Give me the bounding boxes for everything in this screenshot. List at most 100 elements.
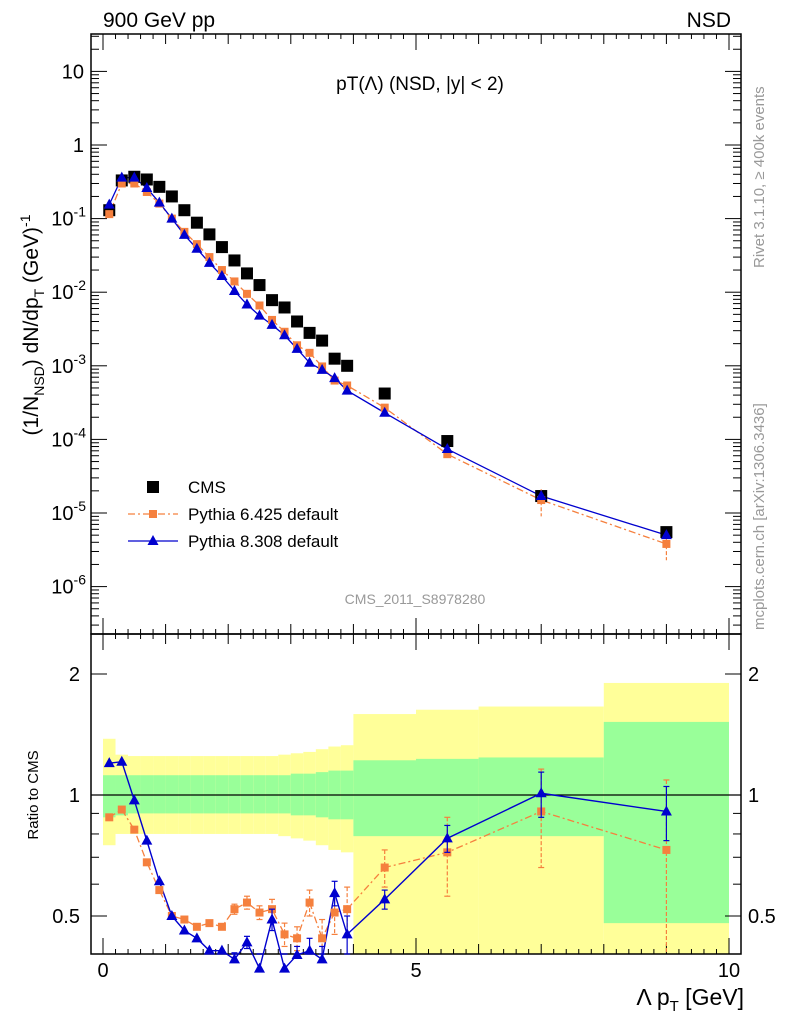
ratio-pythia8-point bbox=[166, 910, 178, 920]
pythia8-point bbox=[291, 342, 303, 353]
x-tick-label: 0 bbox=[97, 960, 108, 982]
ratio-pythia6-point bbox=[242, 898, 251, 907]
ratio-y-tick-label-left: 2 bbox=[69, 664, 80, 686]
header-left: 900 GeV pp bbox=[103, 9, 215, 32]
ratio-pythia8-point bbox=[535, 787, 547, 798]
pythia6-point bbox=[255, 301, 264, 310]
ratio-pythia6-line bbox=[108, 808, 667, 941]
ratio-y-tick-label-right: 0.5 bbox=[748, 906, 776, 928]
ratio-pythia8-point bbox=[441, 832, 453, 843]
x-axis-label: Λ pT [GeV] bbox=[636, 984, 744, 1015]
ratio-band-inner bbox=[140, 775, 154, 814]
cms-point bbox=[328, 352, 341, 365]
ratio-pythia6-point bbox=[305, 898, 314, 907]
ratio-y-tick-label-left: 1 bbox=[69, 785, 80, 807]
ratio-pythia6-point bbox=[318, 934, 327, 943]
ratio-pythia8-point bbox=[103, 757, 115, 768]
cms-point bbox=[165, 190, 178, 203]
ratio-y-tick-label-left: 0.5 bbox=[52, 906, 80, 928]
ratio-pythia8-point bbox=[178, 924, 190, 935]
legend: CMS Pythia 6.425 default Pythia 8.308 defa… bbox=[128, 478, 339, 551]
ratio-pythia6-point bbox=[117, 805, 126, 814]
cms-point bbox=[228, 254, 241, 267]
header-right: NSD bbox=[687, 9, 731, 32]
ratio-band-inner bbox=[103, 775, 116, 818]
pythia6-point bbox=[230, 277, 239, 286]
ratio-band-inner bbox=[178, 775, 191, 814]
pythia8-point bbox=[153, 196, 165, 207]
x-tick-label: 5 bbox=[410, 960, 421, 982]
ratio-pythia6-point bbox=[205, 919, 214, 928]
ratio-band-inner bbox=[190, 775, 204, 814]
pythia8-point bbox=[141, 182, 153, 193]
main-y-tick-label: 10-3 bbox=[51, 351, 86, 378]
pythia8-point bbox=[128, 171, 140, 182]
pythia8-point bbox=[228, 284, 240, 295]
ratio-band-inner bbox=[128, 775, 141, 814]
pythia6-point bbox=[537, 496, 546, 505]
ratio-pythia8-point bbox=[266, 913, 278, 924]
ratio-pythia8-point bbox=[316, 953, 328, 964]
ratio-pythia6-point bbox=[255, 908, 264, 917]
ratio-pythia6-point bbox=[155, 886, 164, 895]
pythia8-point bbox=[279, 329, 291, 340]
ratio-y-tick-label-right: 1 bbox=[748, 785, 759, 807]
ratio-pythia8-point bbox=[203, 944, 215, 955]
ratio-band-inner bbox=[265, 775, 279, 814]
main-y-tick-label: 10-5 bbox=[51, 498, 86, 525]
ratio-pythia6-point bbox=[330, 908, 339, 917]
ratio-panel: 0 5 10 0.5 0.5 1 1 2 2 Ratio to CMS Λ pT [GeV] bbox=[25, 633, 776, 1015]
ratio-pythia8-point bbox=[228, 953, 240, 964]
ratio-band-inner bbox=[203, 775, 216, 814]
pythia8-point bbox=[166, 212, 178, 223]
pythia8-point bbox=[379, 406, 391, 417]
pythia6-point bbox=[662, 539, 671, 548]
ratio-pythia6-point bbox=[180, 915, 189, 924]
main-axes: 10-6 10-5 10-4 10-3 10-2 10-1 1 10 bbox=[51, 33, 742, 635]
cms-point bbox=[240, 267, 253, 280]
cms-point bbox=[278, 301, 291, 314]
ratio-band-inner bbox=[353, 760, 416, 837]
main-title: pT(Λ) (NSD, |y| < 2) bbox=[336, 74, 504, 95]
ratio-pythia8-point bbox=[379, 893, 391, 904]
cms-point bbox=[441, 435, 454, 448]
ratio-band-inner bbox=[153, 775, 166, 814]
cms-point bbox=[140, 173, 153, 186]
pythia8-point bbox=[316, 363, 328, 374]
ratio-pythia6-point bbox=[380, 863, 389, 872]
legend-pythia8-marker bbox=[147, 535, 159, 545]
pythia8-point bbox=[241, 298, 253, 309]
cms-point bbox=[316, 334, 329, 347]
ratio-band-inner bbox=[228, 775, 241, 814]
main-y-tick-label: 10 bbox=[62, 61, 84, 83]
ratio-series-layer bbox=[103, 755, 672, 973]
pythia8-point bbox=[116, 171, 128, 182]
pythia8-point bbox=[304, 356, 316, 367]
main-y-tick-label: 10-6 bbox=[51, 572, 86, 599]
cms-point bbox=[253, 279, 266, 292]
ratio-pythia8-point bbox=[141, 834, 153, 845]
legend-label: CMS bbox=[188, 478, 226, 497]
ratio-pythia6-point bbox=[105, 813, 114, 822]
pythia6-line bbox=[108, 182, 667, 545]
ratio-band-inner bbox=[240, 775, 254, 814]
pythia6-point bbox=[130, 179, 139, 188]
cms-point bbox=[291, 315, 304, 328]
ratio-pythia6-point bbox=[130, 825, 139, 834]
pythia6-point bbox=[242, 289, 251, 298]
ratio-pythia8-point bbox=[116, 755, 128, 766]
ratio-band-inner bbox=[416, 758, 479, 837]
ratio-pythia8-line bbox=[109, 760, 667, 971]
legend-label: Pythia 6.425 default bbox=[188, 505, 339, 524]
pythia8-point bbox=[341, 384, 353, 395]
ratio-pythia8-point bbox=[153, 875, 165, 886]
ratio-pythia6-point bbox=[230, 905, 239, 914]
main-title-text: pT(Λ) (NSD, |y| < 2) bbox=[336, 74, 504, 95]
pythia8-point bbox=[660, 529, 672, 540]
ratio-pythia8-point bbox=[254, 962, 265, 973]
pythia8-point bbox=[191, 242, 203, 253]
ratio-bands bbox=[103, 682, 729, 954]
ratio-pythia8-point bbox=[241, 936, 253, 947]
ratio-pythia6-point bbox=[192, 922, 201, 931]
